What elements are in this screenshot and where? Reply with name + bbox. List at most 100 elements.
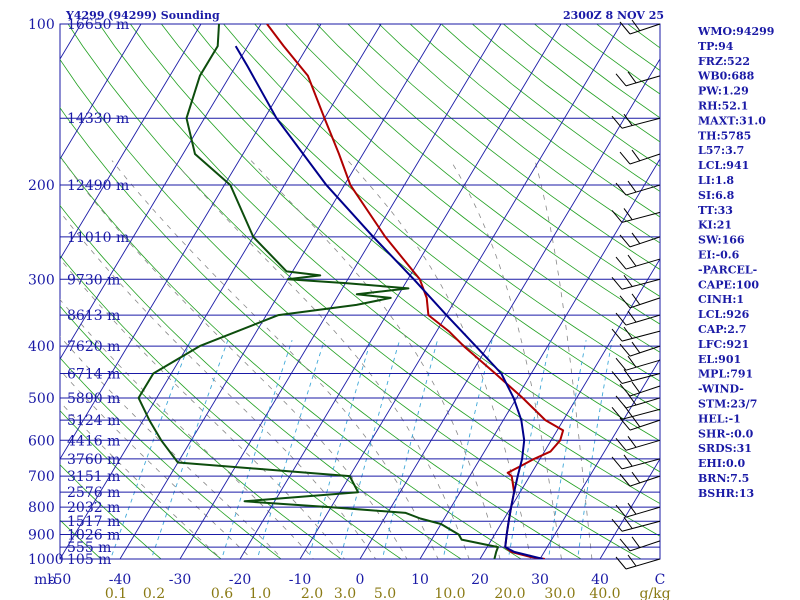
wind-barb [615, 502, 661, 518]
index-line: BSHR:13 [698, 487, 754, 500]
index-line: WB0:688 [697, 70, 755, 83]
mixing-ratio-label: 3.0 [334, 586, 356, 600]
mixing-ratio-line [150, 340, 229, 559]
mixing-ratio-labels: 0.1 0.2 0.6 1.0 2.0 3.0 5.0 10.0 20.0 30.0 40.0 g/k… [105, 586, 671, 600]
isotherm [299, 24, 622, 559]
temperature-tick-label: 10 [411, 572, 429, 588]
index-line: SW:166 [698, 234, 745, 247]
wind-barb [619, 536, 661, 552]
height-label: 7620 m [67, 339, 120, 355]
sounding-traces [137, 24, 565, 559]
wind-barb [619, 232, 661, 248]
pressure-tick-label: 800 [28, 500, 55, 516]
sounding-trace [137, 24, 499, 559]
isotherm [119, 24, 442, 559]
pressure-tick-label: 700 [28, 469, 55, 485]
height-labels: 16650 m 14330 m 12490 m 11010 m 9730 m 8613 m… [67, 17, 129, 568]
pressure-tick-label: 200 [28, 178, 55, 194]
height-label: 3760 m [67, 452, 120, 468]
height-label: 1517 m [67, 514, 120, 530]
wind-barb [611, 404, 661, 420]
temperature-tick-label: -40 [109, 572, 132, 588]
wind-barb [619, 415, 661, 431]
wind-barb [611, 113, 661, 129]
index-line: -PARCEL- [698, 263, 757, 276]
pressure-tick-label: 900 [28, 528, 55, 544]
moist-adiabat [60, 369, 253, 559]
index-line: BRN:7.5 [698, 472, 749, 485]
wind-barb [619, 381, 661, 397]
index-line: LFC:921 [698, 338, 749, 351]
moist-adiabat [450, 160, 562, 559]
isotherm [239, 24, 562, 559]
temperature-tick-label: C [655, 572, 666, 588]
isotherm [599, 458, 660, 559]
sounding-trace [266, 24, 565, 559]
dry-adiabat [98, 24, 660, 505]
isotherm [60, 24, 382, 559]
height-label: 105 m [67, 552, 111, 568]
wind-barb [615, 180, 661, 196]
wind-barb [615, 310, 661, 326]
mixing-ratio-line [256, 340, 325, 559]
mixing-ratio-line [339, 340, 401, 559]
height-label: 16650 m [67, 17, 129, 33]
isotherm [539, 358, 660, 559]
dry-adiabat [60, 305, 342, 559]
height-label: 5890 m [67, 391, 120, 407]
height-label: 8613 m [67, 308, 120, 324]
wind-barb [611, 516, 661, 532]
index-line: LCL:941 [698, 159, 749, 172]
index-line: L57:3.7 [698, 144, 744, 157]
index-line: RH:52.1 [698, 100, 748, 113]
temperature-tick-label: 0 [356, 572, 365, 588]
dry-adiabat [129, 24, 660, 473]
height-label: 2032 m [67, 500, 120, 516]
dry-adiabat [60, 464, 162, 559]
index-line: FRZ:522 [698, 55, 750, 68]
index-line: LCL:926 [698, 308, 750, 321]
mixing-ratio-label: 0.1 [105, 586, 127, 600]
index-panel: WMO:94299 TP:94 FRZ:522 WB0:688 PW:1.29 RH:52… [697, 25, 774, 500]
index-line: CAP:2.7 [698, 323, 746, 336]
index-line: STM:23/7 [698, 398, 757, 411]
temperature-tick-labels: -50 -40 -30 -20 -10 0 10 20 30 40 C [49, 572, 666, 588]
index-line: EL:901 [698, 353, 741, 366]
index-line: LI:1.8 [698, 174, 734, 187]
moist-adiabat [534, 160, 593, 559]
index-line: SHR-:0.0 [698, 427, 754, 440]
mixing-ratio-line [221, 340, 293, 559]
temperature-tick-label: 30 [531, 572, 549, 588]
dry-adiabat [60, 410, 222, 559]
isobars [60, 24, 660, 559]
isotherm [60, 24, 202, 260]
index-line: TP:94 [698, 40, 734, 53]
moist-adiabat [111, 160, 439, 559]
isotherm [60, 24, 142, 160]
index-line: KI:21 [698, 219, 732, 232]
wind-barbs [611, 19, 661, 570]
moist-adiabat [250, 160, 501, 559]
mixing-ratio-label: 0.6 [211, 586, 233, 600]
chart-time: 2300Z 8 NOV 25 [563, 9, 664, 22]
wind-barb [615, 355, 661, 371]
height-label: 9730 m [67, 272, 120, 288]
height-label: 6714 m [67, 366, 120, 382]
sounding-trace [234, 45, 544, 559]
wind-barb [615, 254, 661, 270]
isotherm [479, 258, 660, 559]
mixing-ratio-line [547, 340, 587, 559]
mixing-ratio-line [507, 340, 551, 559]
height-label: 555 m [67, 540, 111, 556]
height-label: 2576 m [67, 485, 120, 501]
isotherm [419, 158, 660, 559]
temperature-tick-label: -30 [169, 572, 192, 588]
height-label: 1026 m [67, 528, 120, 544]
dry-adiabat [564, 24, 660, 95]
isotherm [359, 58, 660, 559]
isotherms [60, 24, 660, 559]
mixing-ratio-label: 40.0 [589, 586, 620, 600]
pressure-tick-label: 300 [28, 272, 55, 288]
mixing-ratio-label: 1.0 [249, 586, 271, 600]
moist-adiabat [347, 160, 532, 559]
